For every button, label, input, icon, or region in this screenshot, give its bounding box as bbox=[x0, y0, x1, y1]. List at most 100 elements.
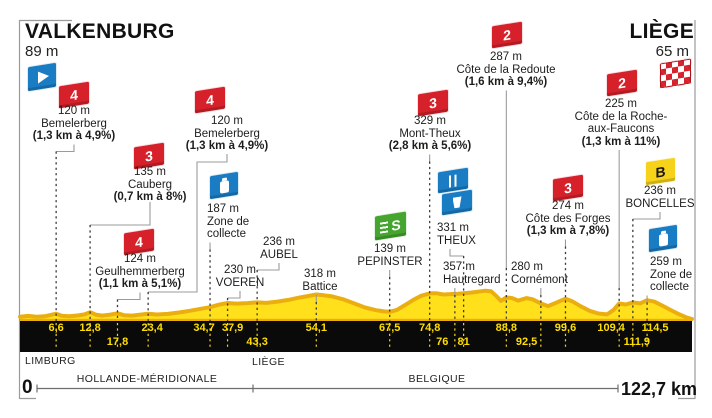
climb-category-number: 4 bbox=[206, 91, 214, 109]
finish-flag-icon bbox=[659, 57, 692, 90]
climb-category-number: 4 bbox=[70, 86, 78, 104]
cup-icon bbox=[453, 196, 462, 208]
finish-city-name: LIÈGE bbox=[629, 20, 694, 43]
event-text-line: Côte des Forges bbox=[525, 212, 611, 225]
event-text-line: 287 m bbox=[490, 51, 522, 63]
climb-category-number: 4 bbox=[135, 233, 143, 251]
event-text-line: AUBEL bbox=[260, 248, 298, 261]
event-text-line: 230 m bbox=[224, 264, 256, 276]
event-text-line: Battice bbox=[302, 280, 338, 293]
climb-gradient-text: (1,1 km à 5,1%) bbox=[98, 278, 182, 290]
event-text-line: VOEREN bbox=[215, 276, 265, 289]
country-label-belgium: BELGIQUE bbox=[408, 373, 466, 385]
event-text-line: 139 m bbox=[374, 243, 406, 255]
event-text-line: THEUX bbox=[437, 234, 476, 247]
event-text-line: aux-Faucons bbox=[587, 123, 655, 135]
climb-category-number: 3 bbox=[564, 179, 572, 197]
bonus-letter: B bbox=[655, 162, 666, 181]
start-flag-icon bbox=[27, 61, 57, 93]
collect-zone-icon bbox=[209, 170, 239, 201]
bottle-icon bbox=[658, 232, 668, 247]
province-label-liege: LIÈGE bbox=[252, 356, 285, 368]
bottle-icon bbox=[219, 179, 229, 194]
speed-lines-icon bbox=[380, 220, 389, 234]
collect-zone-1-label: 187 m Zone de collecte bbox=[207, 203, 249, 241]
category-2-flag-icon: 2 bbox=[606, 68, 638, 98]
event-text-line: 135 m bbox=[134, 166, 166, 178]
event-text-line: Cornémont bbox=[511, 273, 568, 286]
climb-bemelerberg-1-label: 120 m Bemelerberg (1,3 km à 4,9%) bbox=[33, 105, 115, 143]
event-text-line: 124 m bbox=[124, 253, 156, 265]
event-text-line: Bemelerberg bbox=[41, 117, 107, 130]
town-aubel-label: 236 m AUBEL bbox=[260, 236, 298, 261]
finish-city-elevation: 65 m bbox=[655, 43, 689, 60]
climb-cote-de-la-redoute-label: 287 m Côte de la Redoute (1,6 km à 9,4%) bbox=[456, 51, 555, 89]
km-marker-17-8: 17,8 bbox=[106, 336, 129, 348]
event-text-line: Cauberg bbox=[127, 178, 173, 191]
climb-gradient-text: (1,3 km à 7,8%) bbox=[526, 225, 610, 237]
km-marker-23-4: 23,4 bbox=[141, 322, 163, 334]
km-marker-67-5: 67,5 bbox=[378, 322, 401, 334]
climb-gradient-text: (2,8 km à 5,6%) bbox=[388, 140, 472, 152]
event-text-line: 274 m bbox=[552, 200, 584, 212]
collect-zone-icon bbox=[648, 223, 678, 254]
play-triangle-icon bbox=[37, 69, 49, 84]
fork-knife-icon bbox=[448, 173, 458, 188]
event-text-line: Côte de la Roche- bbox=[574, 110, 668, 123]
event-text-line: Zone de bbox=[207, 215, 250, 228]
climb-geulhemmerberg-label: 124 m Geulhemmerberg (1,1 km à 5,1%) bbox=[95, 253, 184, 291]
event-text-line: 225 m bbox=[605, 98, 637, 110]
sprint-pepinster-label: 139 m PEPINSTER bbox=[357, 243, 422, 268]
event-text-line: 331 m bbox=[437, 222, 469, 234]
km-marker-54-1: 54,1 bbox=[305, 322, 327, 334]
km-marker-92-5: 92,5 bbox=[515, 336, 538, 348]
event-text-line: Bemelerberg bbox=[194, 127, 260, 140]
feed-theux-label: 331 m THEUX bbox=[437, 222, 476, 247]
event-text-line: BONCELLES bbox=[625, 197, 695, 210]
climb-gradient-text: (1,3 km à 4,9%) bbox=[32, 130, 116, 142]
town-hautregard-label: 357 m Hautregard bbox=[443, 261, 501, 286]
event-text-line: 120 m bbox=[211, 115, 243, 127]
climb-roche-aux-faucons-label: 225 m Côte de la Roche-aux-Faucons (1,3 km… bbox=[575, 98, 668, 148]
distance-origin-label: 0 bbox=[22, 377, 33, 398]
climb-gradient-text: (1,6 km à 9,4%) bbox=[464, 76, 548, 88]
climb-category-number: 3 bbox=[429, 94, 437, 112]
event-text-line: PEPINSTER bbox=[357, 255, 423, 268]
km-marker-74-8: 74,8 bbox=[418, 322, 441, 334]
event-text-line: Geulhemmerberg bbox=[95, 265, 185, 278]
category-2-flag-icon: 2 bbox=[491, 20, 523, 50]
km-marker-37-9: 37,9 bbox=[221, 322, 244, 334]
event-text-line: 259 m bbox=[650, 256, 682, 268]
country-label-netherlands: HOLLANDE-MÉRIDIONALE bbox=[76, 373, 218, 385]
start-city-name: VALKENBURG bbox=[25, 20, 175, 43]
km-marker-81: 81 bbox=[457, 336, 470, 348]
climb-category-number: 2 bbox=[503, 26, 511, 44]
event-text-line: 318 m bbox=[304, 268, 336, 280]
climb-cote-des-forges-label: 274 m Côte des Forges (1,3 km à 7,8%) bbox=[525, 200, 610, 238]
town-voeren-label: 230 m VOEREN bbox=[216, 264, 265, 289]
climb-gradient-text: (1,3 km à 11%) bbox=[581, 135, 661, 148]
distance-total-label: 122,7 km bbox=[621, 379, 698, 399]
event-text-line: collecte bbox=[207, 228, 246, 240]
category-3-flag-icon: 3 bbox=[417, 88, 449, 118]
collect-zone-2-label: 259 m Zone de collecte bbox=[650, 256, 692, 294]
km-marker-76: 76 bbox=[436, 336, 449, 348]
event-text-line: Mont-Theux bbox=[399, 127, 461, 140]
category-3-flag-icon: 3 bbox=[552, 173, 584, 203]
event-text-line: collecte bbox=[650, 281, 689, 293]
event-text-line: 357 m bbox=[443, 261, 475, 273]
event-text-line: 236 m bbox=[644, 185, 676, 197]
km-marker-111-9: 111,9 bbox=[623, 336, 651, 348]
km-marker-109-4: 109,4 bbox=[597, 322, 625, 334]
town-battice-label: 318 m Battice bbox=[302, 268, 337, 293]
climb-category-number: 3 bbox=[145, 147, 153, 165]
event-text-line: Côte de la Redoute bbox=[456, 63, 556, 76]
event-text-line: 187 m bbox=[207, 203, 239, 215]
event-text-line: Zone de bbox=[650, 268, 693, 281]
km-marker-34-7: 34,7 bbox=[193, 322, 215, 334]
climb-category-number: 2 bbox=[618, 74, 626, 92]
category-4-flag-icon: 4 bbox=[194, 85, 226, 115]
event-text-line: 329 m bbox=[414, 115, 446, 127]
climb-bemelerberg-2-label: 120 m Bemelerberg (1,3 km à 4,9%) bbox=[186, 115, 268, 153]
